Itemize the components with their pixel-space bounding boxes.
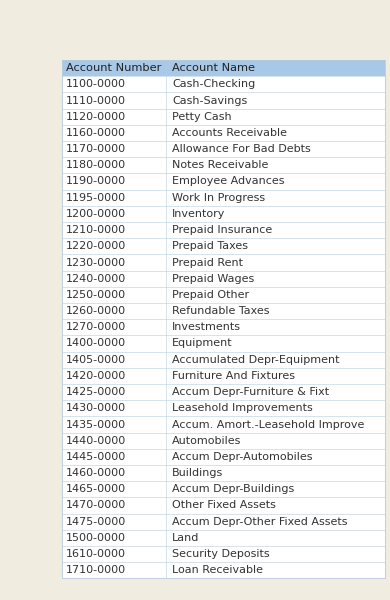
Text: 1460-0000: 1460-0000 [66,468,126,478]
Text: Account Name: Account Name [172,63,255,73]
Text: Equipment: Equipment [172,338,232,349]
Text: 1260-0000: 1260-0000 [66,306,126,316]
Text: Loan Receivable: Loan Receivable [172,565,263,575]
Text: 1195-0000: 1195-0000 [66,193,126,203]
Text: 1170-0000: 1170-0000 [66,144,126,154]
Text: Cash-Checking: Cash-Checking [172,79,255,89]
Text: 1440-0000: 1440-0000 [66,436,126,446]
Text: 1610-0000: 1610-0000 [66,549,126,559]
Text: Prepaid Taxes: Prepaid Taxes [172,241,248,251]
Text: Furniture And Fixtures: Furniture And Fixtures [172,371,295,381]
Text: Investments: Investments [172,322,241,332]
Text: Work In Progress: Work In Progress [172,193,265,203]
Text: 1180-0000: 1180-0000 [66,160,126,170]
Text: Employee Advances: Employee Advances [172,176,284,187]
Text: Notes Receivable: Notes Receivable [172,160,268,170]
Text: Cash-Savings: Cash-Savings [172,95,247,106]
Text: 1470-0000: 1470-0000 [66,500,126,511]
Text: 1100-0000: 1100-0000 [66,79,126,89]
Bar [62,60,385,76]
Text: Prepaid Insurance: Prepaid Insurance [172,225,272,235]
Text: Allowance For Bad Debts: Allowance For Bad Debts [172,144,311,154]
Text: Leasehold Improvements: Leasehold Improvements [172,403,313,413]
Text: Petty Cash: Petty Cash [172,112,232,122]
Text: 1430-0000: 1430-0000 [66,403,126,413]
Text: Security Deposits: Security Deposits [172,549,269,559]
Text: 1500-0000: 1500-0000 [66,533,126,543]
Text: 1425-0000: 1425-0000 [66,387,126,397]
Text: Accum Depr-Furniture & Fixt: Accum Depr-Furniture & Fixt [172,387,329,397]
Text: Accum Depr-Other Fixed Assets: Accum Depr-Other Fixed Assets [172,517,347,527]
Text: 1120-0000: 1120-0000 [66,112,126,122]
Text: Buildings: Buildings [172,468,223,478]
Text: 1405-0000: 1405-0000 [66,355,126,365]
Text: Prepaid Other: Prepaid Other [172,290,249,300]
Text: 1465-0000: 1465-0000 [66,484,126,494]
Text: 1445-0000: 1445-0000 [66,452,126,462]
Text: 1210-0000: 1210-0000 [66,225,126,235]
Text: 1270-0000: 1270-0000 [66,322,126,332]
Text: Land: Land [172,533,199,543]
Text: 1420-0000: 1420-0000 [66,371,126,381]
Text: Accum Depr-Automobiles: Accum Depr-Automobiles [172,452,312,462]
Text: 1220-0000: 1220-0000 [66,241,126,251]
Text: 1160-0000: 1160-0000 [66,128,126,138]
Text: Inventory: Inventory [172,209,225,219]
Text: Account Number: Account Number [66,63,161,73]
Text: Accounts Receivable: Accounts Receivable [172,128,287,138]
Text: 1110-0000: 1110-0000 [66,95,126,106]
Bar [62,60,385,578]
Text: 1230-0000: 1230-0000 [66,257,126,268]
Text: Refundable Taxes: Refundable Taxes [172,306,269,316]
Text: 1200-0000: 1200-0000 [66,209,126,219]
Text: Prepaid Wages: Prepaid Wages [172,274,254,284]
Text: 1240-0000: 1240-0000 [66,274,126,284]
Text: 1400-0000: 1400-0000 [66,338,126,349]
Text: 1435-0000: 1435-0000 [66,419,126,430]
Text: Prepaid Rent: Prepaid Rent [172,257,243,268]
Text: Accumulated Depr-Equipment: Accumulated Depr-Equipment [172,355,340,365]
Text: Automobiles: Automobiles [172,436,241,446]
Text: 1250-0000: 1250-0000 [66,290,126,300]
Text: 1475-0000: 1475-0000 [66,517,126,527]
Text: Accum. Amort.-Leasehold Improve: Accum. Amort.-Leasehold Improve [172,419,364,430]
Text: Accum Depr-Buildings: Accum Depr-Buildings [172,484,294,494]
Text: 1710-0000: 1710-0000 [66,565,126,575]
Text: 1190-0000: 1190-0000 [66,176,126,187]
Text: Other Fixed Assets: Other Fixed Assets [172,500,276,511]
